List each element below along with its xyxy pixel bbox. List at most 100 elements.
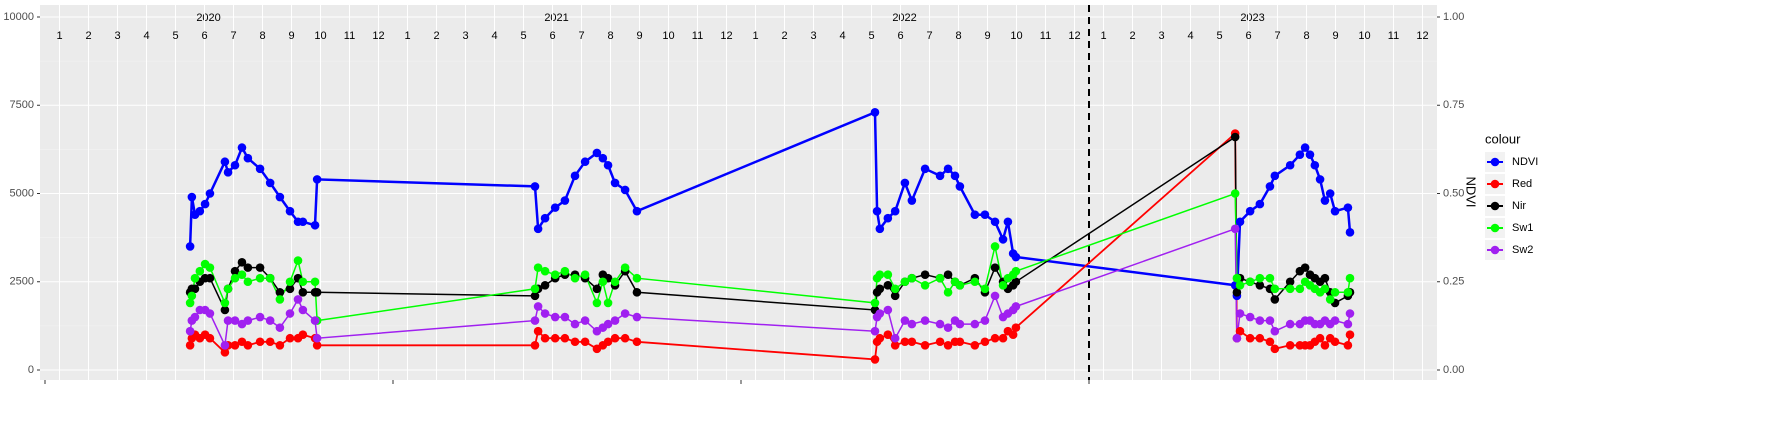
point: [310, 316, 320, 325]
month-label: 8: [259, 30, 265, 42]
point: [237, 270, 247, 279]
month-label: 9: [288, 30, 294, 42]
point: [943, 288, 953, 297]
point: [1011, 277, 1021, 287]
point: [907, 319, 917, 329]
point: [598, 153, 608, 163]
point: [907, 337, 917, 347]
legend-title: colour: [1485, 131, 1521, 146]
point: [540, 213, 550, 223]
point: [603, 298, 613, 308]
year-label: 2021: [544, 12, 568, 24]
point: [990, 333, 1000, 343]
month-label: 1: [1100, 30, 1106, 42]
point: [220, 157, 230, 167]
month-label: 11: [344, 30, 355, 42]
point: [980, 210, 990, 219]
point: [223, 316, 233, 325]
point: [530, 316, 540, 325]
point: [243, 263, 253, 272]
month-label: 1: [752, 30, 758, 42]
point: [1295, 284, 1305, 294]
point: [195, 266, 205, 276]
point: [890, 291, 900, 301]
point: [920, 164, 930, 174]
month-label: 11: [1040, 30, 1051, 42]
point: [980, 337, 990, 347]
point: [243, 316, 253, 325]
point: [255, 312, 265, 322]
point: [883, 213, 893, 223]
month-label: 12: [1416, 30, 1428, 42]
point: [1245, 277, 1255, 287]
point: [620, 185, 630, 195]
point: [1270, 171, 1280, 181]
month-label: 10: [662, 30, 674, 42]
point: [632, 288, 642, 297]
point: [955, 280, 965, 290]
point: [533, 326, 543, 336]
point: [190, 273, 200, 283]
point: [1300, 143, 1310, 152]
point: [275, 340, 285, 350]
point: [598, 277, 608, 287]
point: [1330, 316, 1340, 325]
point: [610, 178, 620, 188]
y-tick-label: 7500: [10, 99, 34, 111]
point: [592, 148, 602, 158]
point: [230, 340, 240, 350]
point: [223, 168, 233, 177]
point: [1285, 277, 1295, 287]
point: [970, 210, 980, 219]
point: [560, 266, 570, 276]
point: [570, 337, 580, 347]
legend-key-point: [1490, 245, 1500, 255]
point: [230, 316, 240, 325]
point: [870, 108, 880, 117]
point: [970, 277, 980, 287]
month-label: 6: [201, 30, 207, 42]
point: [293, 295, 303, 304]
point: [560, 333, 570, 343]
point: [530, 340, 540, 350]
month-label: 7: [230, 30, 236, 42]
y-tick-label: 10000: [3, 11, 34, 23]
point: [220, 348, 230, 357]
month-label: 9: [984, 30, 990, 42]
point: [1343, 319, 1353, 329]
point: [580, 337, 590, 347]
point: [1345, 228, 1355, 237]
point: [540, 266, 550, 276]
point: [540, 333, 550, 343]
point: [285, 284, 295, 294]
point: [620, 309, 630, 318]
point: [185, 298, 195, 308]
point: [255, 164, 265, 174]
y2-tick-label: 0.50: [1443, 187, 1464, 199]
point: [1343, 340, 1353, 350]
point: [275, 295, 285, 304]
y2-axis-title: NDVI: [1464, 176, 1479, 207]
month-label: 2: [85, 30, 91, 42]
point: [220, 305, 230, 315]
point: [1011, 266, 1021, 276]
point: [1330, 288, 1340, 297]
month-label: 10: [1010, 30, 1022, 42]
legend-key-point: [1490, 157, 1500, 167]
point: [570, 273, 580, 283]
point: [533, 302, 543, 311]
y2-tick-label: 0.25: [1443, 276, 1464, 288]
point: [883, 330, 893, 340]
point: [237, 258, 247, 267]
point: [560, 312, 570, 322]
point: [883, 270, 893, 279]
month-label: 12: [1068, 30, 1080, 42]
month-label: 8: [955, 30, 961, 42]
point: [632, 337, 642, 347]
point: [1011, 302, 1021, 311]
point: [890, 333, 900, 343]
month-label: 8: [607, 30, 613, 42]
point: [1255, 316, 1265, 325]
point: [275, 288, 285, 297]
point: [1230, 189, 1240, 198]
